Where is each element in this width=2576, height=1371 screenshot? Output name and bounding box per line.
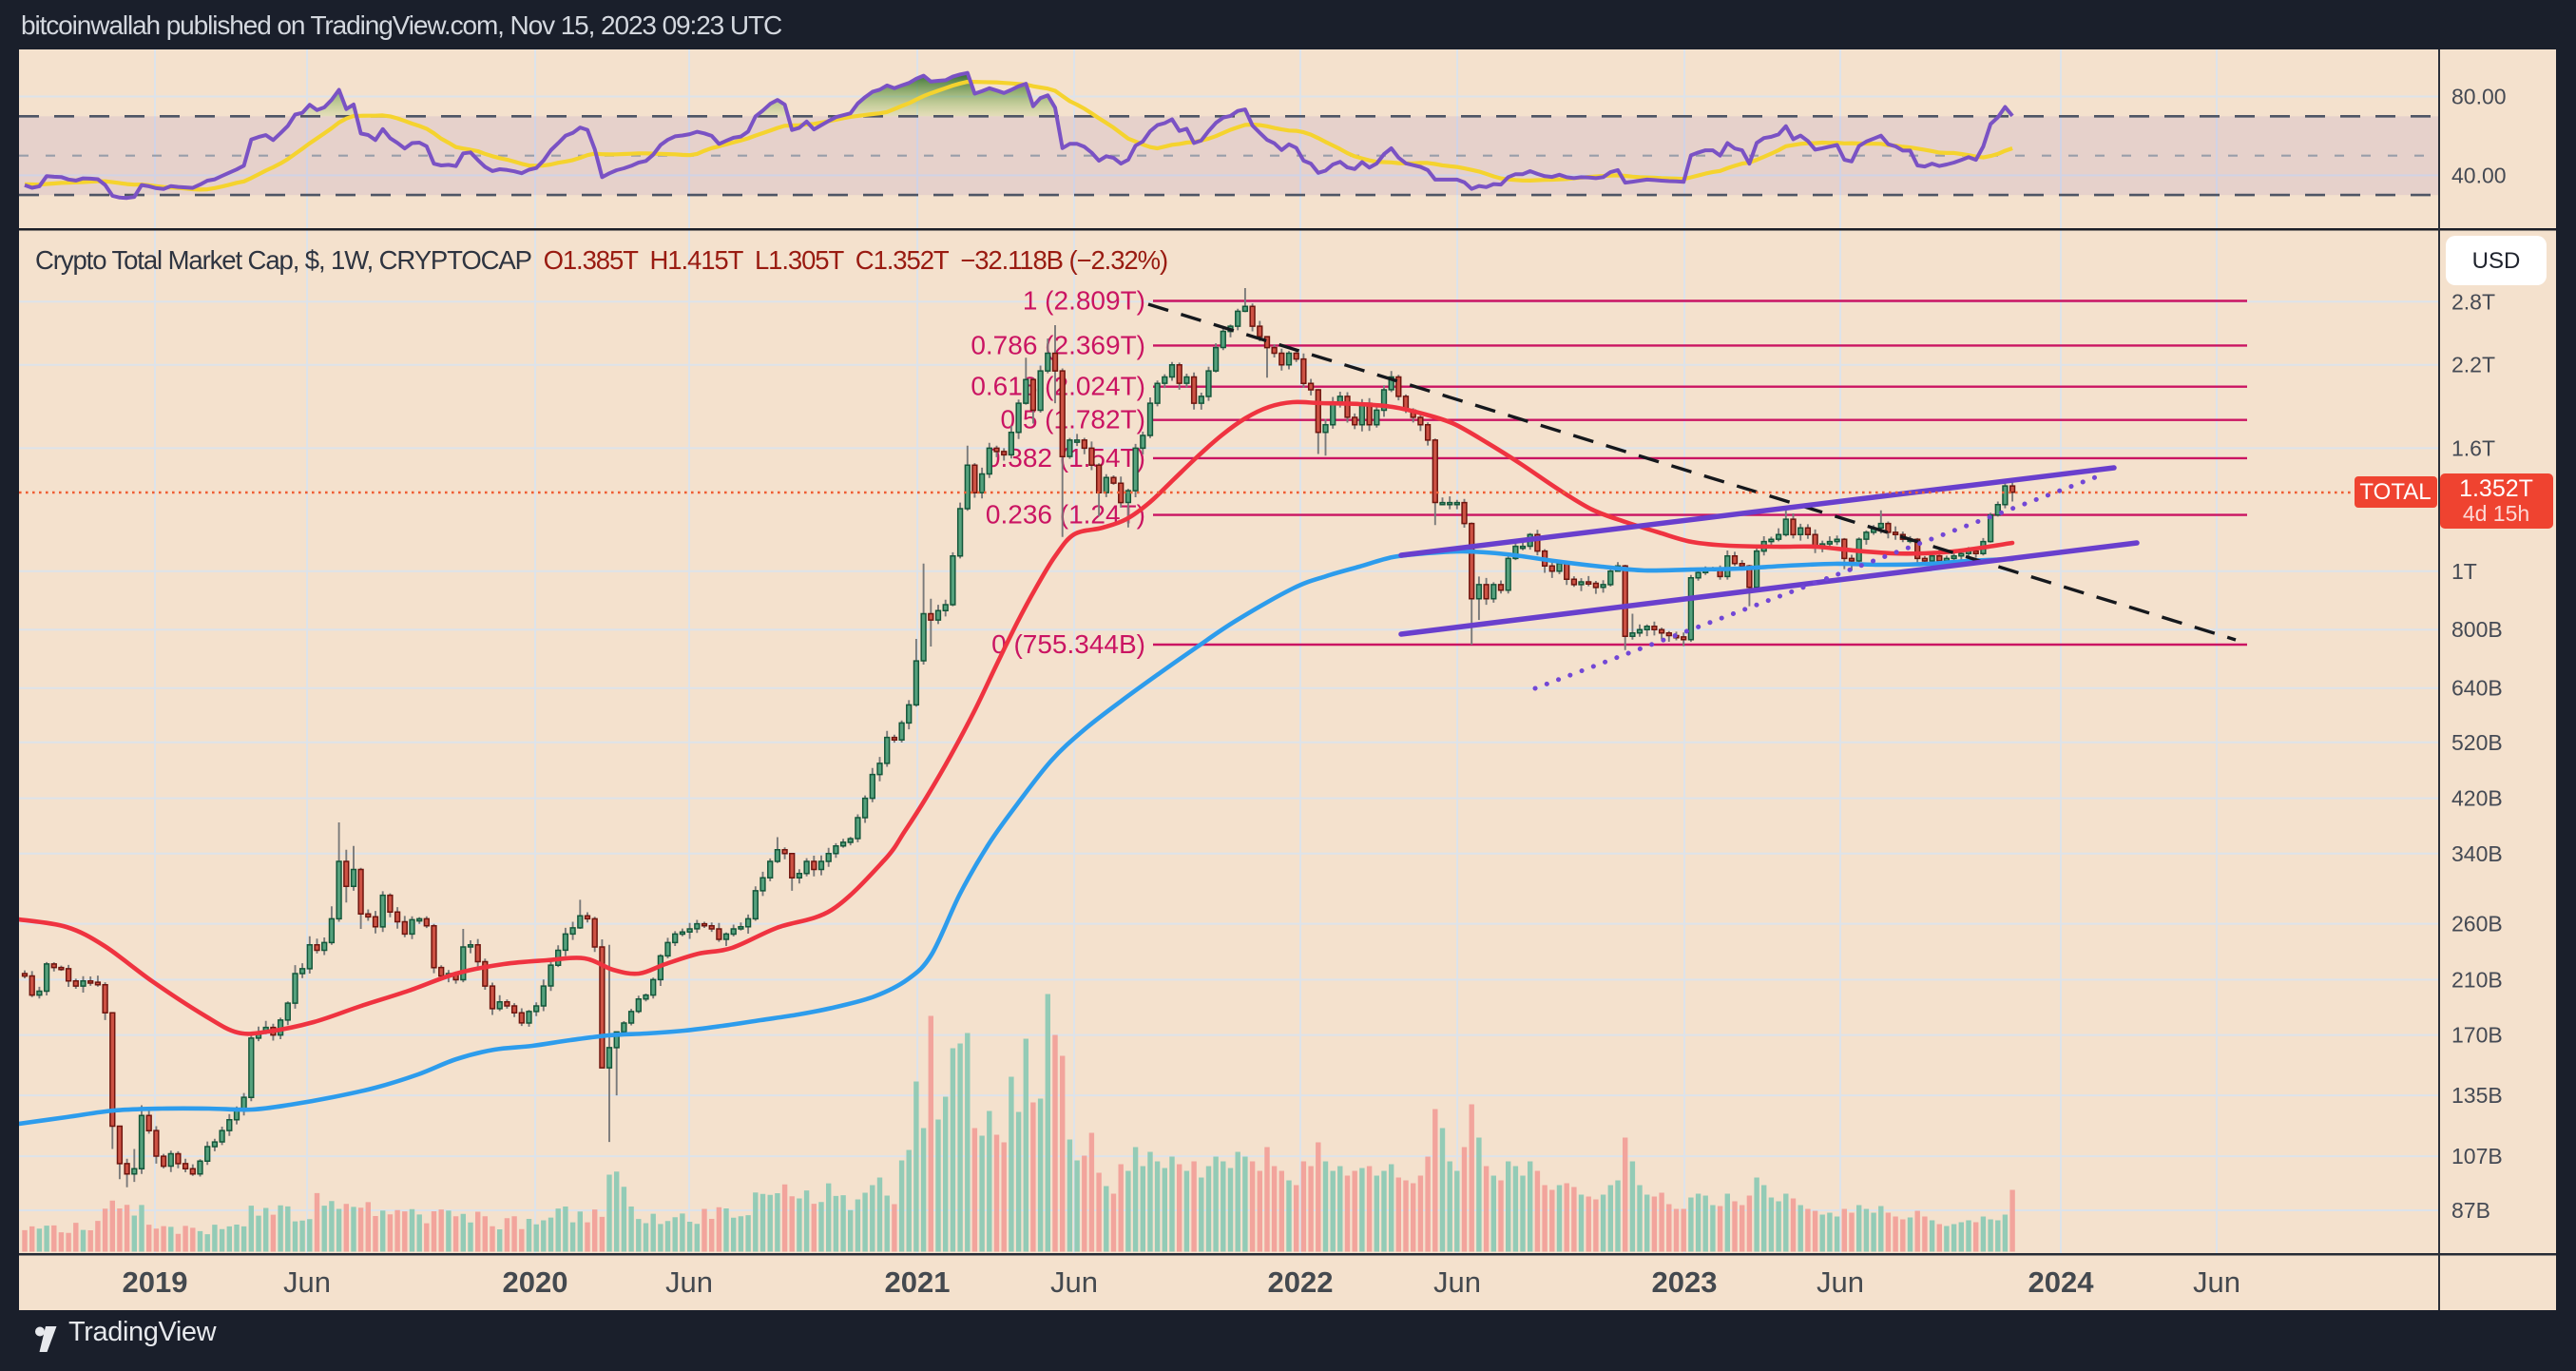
svg-text:0.786 (2.369T): 0.786 (2.369T) [971, 330, 1145, 359]
svg-text:Jun: Jun [1433, 1265, 1481, 1299]
svg-text:2020: 2020 [503, 1265, 568, 1299]
svg-text:340B: 340B [2451, 841, 2503, 866]
svg-text:40.00: 40.00 [2451, 163, 2507, 187]
svg-text:0.5 (1.782T): 0.5 (1.782T) [1000, 405, 1145, 434]
svg-text:87B: 87B [2451, 1198, 2490, 1223]
svg-text:135B: 135B [2451, 1083, 2503, 1108]
svg-text:2.2T: 2.2T [2451, 353, 2495, 377]
svg-text:2021: 2021 [885, 1265, 951, 1299]
svg-text:80.00: 80.00 [2451, 85, 2507, 109]
svg-text:1.352T: 1.352T [2459, 475, 2533, 502]
svg-text:210B: 210B [2451, 967, 2503, 992]
svg-text:107B: 107B [2451, 1144, 2503, 1168]
svg-text:4d 15h: 4d 15h [2463, 501, 2529, 526]
svg-text:2022: 2022 [1268, 1265, 1334, 1299]
svg-text:0.618 (2.024T): 0.618 (2.024T) [971, 372, 1145, 401]
svg-text:170B: 170B [2451, 1023, 2503, 1048]
svg-text:Jun: Jun [1817, 1265, 1864, 1299]
svg-text:2024: 2024 [2028, 1265, 2095, 1299]
svg-text:640B: 640B [2451, 676, 2503, 701]
svg-text:2019: 2019 [123, 1265, 188, 1299]
svg-text:0 (755.344B): 0 (755.344B) [991, 629, 1145, 659]
svg-text:2023: 2023 [1652, 1265, 1718, 1299]
svg-text:800B: 800B [2451, 617, 2503, 642]
svg-text:520B: 520B [2451, 730, 2503, 755]
svg-text:1T: 1T [2451, 559, 2477, 584]
svg-text:1.6T: 1.6T [2451, 435, 2495, 460]
svg-text:Jun: Jun [283, 1265, 331, 1299]
svg-text:TOTAL: TOTAL [2359, 479, 2431, 505]
svg-text:1 (2.809T): 1 (2.809T) [1023, 286, 1145, 316]
svg-text:2.8T: 2.8T [2451, 289, 2495, 314]
svg-text:USD: USD [2472, 248, 2521, 274]
svg-text:260B: 260B [2451, 912, 2503, 937]
svg-text:Crypto Total Market Cap, $, 1W: Crypto Total Market Cap, $, 1W, CRYPTOCA… [35, 245, 1167, 275]
svg-text:Jun: Jun [665, 1265, 713, 1299]
svg-text:Jun: Jun [2193, 1265, 2240, 1299]
svg-text:Jun: Jun [1050, 1265, 1098, 1299]
svg-text:420B: 420B [2451, 786, 2503, 811]
